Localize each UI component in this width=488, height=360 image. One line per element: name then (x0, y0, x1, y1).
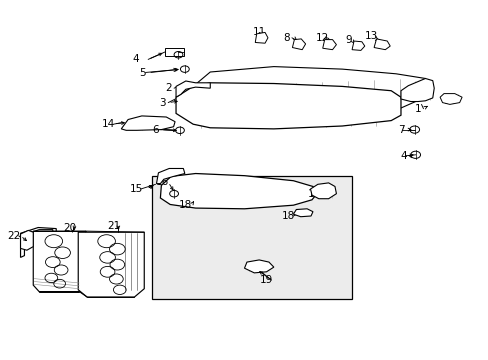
Polygon shape (373, 39, 389, 50)
Polygon shape (20, 230, 33, 250)
Text: 17: 17 (307, 189, 321, 199)
Text: 18: 18 (179, 200, 192, 210)
Text: 16: 16 (155, 177, 169, 187)
Text: 10: 10 (443, 96, 455, 106)
Polygon shape (20, 228, 56, 257)
Text: 1: 1 (414, 104, 421, 114)
Text: 8: 8 (283, 33, 290, 43)
Text: 5: 5 (139, 68, 146, 78)
Polygon shape (292, 39, 305, 50)
Polygon shape (160, 174, 317, 209)
Polygon shape (156, 168, 184, 184)
Polygon shape (78, 232, 144, 297)
Bar (165, 48, 183, 56)
Text: 20: 20 (63, 222, 76, 233)
Polygon shape (439, 94, 461, 104)
Text: 4: 4 (400, 150, 407, 161)
Text: 11: 11 (252, 27, 265, 37)
Polygon shape (322, 40, 336, 50)
Text: 13: 13 (364, 31, 378, 41)
Polygon shape (176, 81, 210, 97)
Polygon shape (400, 78, 433, 102)
Text: 7: 7 (397, 125, 404, 135)
Polygon shape (293, 209, 312, 217)
Text: 9: 9 (345, 35, 351, 45)
Text: 2: 2 (165, 83, 172, 93)
Text: 18: 18 (281, 211, 295, 221)
Polygon shape (33, 231, 85, 292)
Text: 15: 15 (129, 184, 142, 194)
Text: 4: 4 (132, 54, 139, 64)
Polygon shape (176, 83, 400, 129)
Polygon shape (121, 116, 175, 130)
Polygon shape (310, 183, 336, 199)
Polygon shape (193, 67, 425, 114)
Text: 21: 21 (106, 221, 120, 231)
Text: 6: 6 (152, 125, 159, 135)
Polygon shape (255, 32, 267, 43)
Text: 22: 22 (7, 231, 20, 241)
Text: 12: 12 (315, 33, 329, 43)
Bar (151, 176, 351, 299)
Polygon shape (351, 41, 364, 50)
Text: 3: 3 (159, 98, 165, 108)
Text: 14: 14 (102, 119, 115, 129)
Text: 19: 19 (259, 275, 273, 285)
Polygon shape (244, 260, 273, 273)
